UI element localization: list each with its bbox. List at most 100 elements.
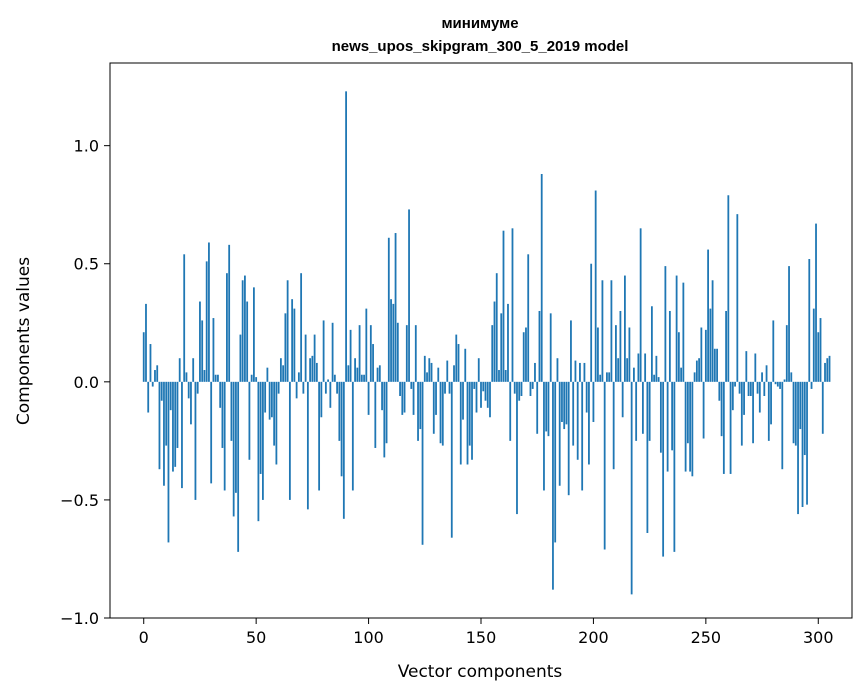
bar xyxy=(767,381,770,441)
bar xyxy=(210,381,213,484)
x-axis-ticks: 0 50 100 150 200 250 300 xyxy=(139,618,834,647)
bar xyxy=(237,381,240,552)
bar xyxy=(403,381,406,413)
bar xyxy=(734,381,736,387)
bar xyxy=(552,381,554,590)
plot-frame xyxy=(109,62,853,619)
bar xyxy=(747,381,750,396)
bar xyxy=(691,381,694,477)
bar xyxy=(439,381,442,444)
bar xyxy=(154,370,156,382)
bar xyxy=(158,381,161,470)
bar xyxy=(156,365,159,382)
bar xyxy=(288,381,291,500)
bar xyxy=(785,325,788,382)
bar xyxy=(507,303,509,382)
bar xyxy=(821,381,824,434)
bar xyxy=(349,329,352,382)
bar xyxy=(446,360,449,382)
bar xyxy=(624,275,626,382)
bar xyxy=(205,261,208,382)
bar xyxy=(264,381,267,413)
bar xyxy=(617,358,620,382)
bar xyxy=(493,301,496,382)
bar xyxy=(725,310,727,382)
bar xyxy=(549,313,552,382)
bar xyxy=(556,358,559,382)
bar xyxy=(172,381,174,472)
bar xyxy=(174,381,177,467)
bar xyxy=(351,381,354,491)
bar xyxy=(500,313,503,382)
y-axis-label: Components values xyxy=(14,257,34,425)
bar xyxy=(522,332,525,382)
bar xyxy=(336,381,338,394)
bar xyxy=(297,372,300,382)
bar xyxy=(295,381,298,399)
bar xyxy=(221,381,224,448)
bar xyxy=(322,320,325,382)
bar xyxy=(489,381,491,418)
bar xyxy=(392,303,395,382)
bar xyxy=(731,381,734,411)
bar xyxy=(196,381,199,394)
bar xyxy=(806,381,808,505)
bar xyxy=(810,381,813,389)
bar xyxy=(626,358,629,382)
bar xyxy=(360,374,363,382)
bar xyxy=(808,259,811,382)
bar xyxy=(358,325,361,382)
bar xyxy=(738,381,741,394)
bar xyxy=(142,332,145,382)
bar xyxy=(630,381,633,595)
bar xyxy=(783,379,786,382)
bar xyxy=(774,381,777,385)
bar xyxy=(255,377,258,382)
bar xyxy=(396,322,399,382)
bars-group xyxy=(142,91,831,595)
bar xyxy=(680,367,683,382)
bar xyxy=(763,381,766,396)
bar xyxy=(619,310,622,382)
bar xyxy=(300,273,303,382)
bar xyxy=(727,195,730,382)
bar xyxy=(376,367,379,382)
bar xyxy=(306,381,309,510)
bar xyxy=(178,358,181,382)
bar xyxy=(803,381,806,456)
bar xyxy=(194,381,197,500)
bar xyxy=(311,355,314,382)
bar xyxy=(610,280,613,382)
y-tick-label: 0.5 xyxy=(74,255,99,274)
bar xyxy=(538,310,541,382)
bar xyxy=(758,381,761,413)
bar xyxy=(291,299,294,382)
bar xyxy=(513,381,516,394)
bar xyxy=(459,381,462,465)
bar xyxy=(266,367,269,382)
bar xyxy=(165,381,168,446)
bar xyxy=(574,360,577,382)
bar xyxy=(183,254,186,382)
bar xyxy=(615,325,617,382)
bar xyxy=(682,282,685,382)
bar xyxy=(662,381,665,557)
bar xyxy=(450,381,453,538)
bar xyxy=(354,358,356,382)
bar xyxy=(588,381,590,465)
bar xyxy=(345,91,347,382)
bar xyxy=(257,381,260,522)
bar xyxy=(329,381,332,408)
y-axis-ticks: −1.0 −0.5 0.0 0.5 1.0 xyxy=(60,137,110,628)
bar xyxy=(282,365,285,382)
bar xyxy=(547,381,550,437)
bar xyxy=(612,381,615,470)
bar xyxy=(635,381,638,441)
bar xyxy=(621,381,624,418)
bar xyxy=(466,381,469,465)
bar xyxy=(340,381,343,477)
bar xyxy=(756,381,759,394)
bar xyxy=(509,381,512,441)
bar xyxy=(603,381,606,550)
